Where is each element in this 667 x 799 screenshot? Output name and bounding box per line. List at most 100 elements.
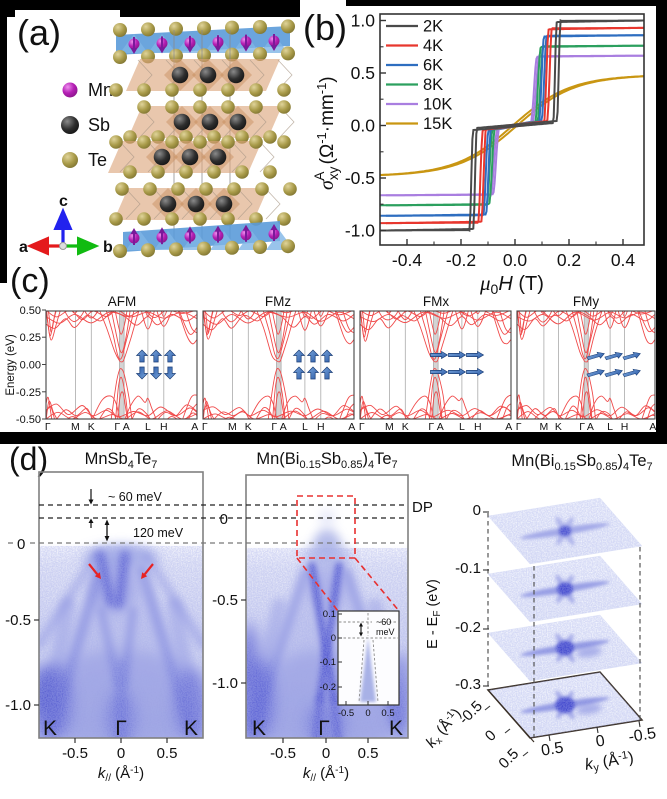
svg-text:L: L [302,421,308,433]
svg-text:-0.3: -0.3 [455,676,481,693]
svg-text:6K: 6K [423,57,443,75]
svg-text:0.5: 0.5 [351,63,375,83]
svg-text:Mn: Mn [88,80,113,100]
svg-text:-0.1: -0.1 [455,560,481,577]
svg-text:0.5: 0.5 [157,745,178,762]
svg-text:Mn(Bi0.15Sb0.85)4Te7: Mn(Bi0.15Sb0.85)4Te7 [511,452,652,473]
svg-text:K: K [184,717,198,740]
svg-text:1.0: 1.0 [351,11,376,31]
svg-text:A: A [505,421,512,433]
svg-text:A: A [649,421,656,433]
svg-text:AFM: AFM [108,294,137,309]
svg-text:0.50: 0.50 [20,305,41,317]
svg-text:(a): (a) [17,12,61,53]
svg-text:E - EF (eV): E - EF (eV) [425,579,443,649]
svg-text:0.5: 0.5 [540,739,565,759]
svg-text:L: L [607,421,613,433]
svg-text:-0.5: -0.5 [627,725,657,746]
svg-text:-0.2: -0.2 [446,250,476,270]
svg-text:~ 60 meV: ~ 60 meV [108,490,163,504]
svg-text:FMy: FMy [573,294,599,309]
svg-text:A: A [587,421,594,433]
svg-text:2K: 2K [423,18,443,36]
svg-text:Γ: Γ [202,421,208,433]
svg-text:FMz: FMz [265,294,291,309]
svg-text:σxyA (Ω-1·mm-1): σxyA (Ω-1·mm-1) [312,76,341,190]
svg-text:Γ: Γ [428,421,434,433]
svg-text:120 meV: 120 meV [133,526,184,540]
svg-text:A: A [280,421,287,433]
svg-text:M: M [385,421,394,433]
svg-text:Energy (eV): Energy (eV) [5,334,17,396]
svg-text:0: 0 [322,745,330,762]
svg-text:0: 0 [117,745,125,762]
svg-text:Sb: Sb [88,115,110,135]
svg-text:-0.4: -0.4 [392,250,422,270]
svg-text:Γ: Γ [45,421,51,433]
svg-text:0.2: 0.2 [557,250,581,270]
svg-text:H: H [160,421,168,433]
svg-text:-1.0: -1.0 [5,697,31,714]
svg-text:M: M [71,421,80,433]
svg-text:-0.1: -0.1 [320,657,336,668]
svg-text:-1.0: -1.0 [345,221,375,241]
svg-text:0: 0 [365,708,370,719]
svg-text:ky (Å-1): ky (Å-1) [583,747,635,775]
svg-text:(c): (c) [10,262,50,300]
svg-text:0: 0 [473,502,481,519]
svg-text:H: H [621,421,629,433]
svg-text:μ0H (T): μ0H (T) [479,271,544,297]
svg-text:Γ: Γ [114,421,120,433]
svg-text:K: K [245,421,252,433]
svg-text:k// (Å-1): k// (Å-1) [98,765,144,784]
svg-text:4K: 4K [423,37,443,55]
svg-text:-0.5: -0.5 [5,612,31,629]
svg-text:Te: Te [88,150,107,170]
svg-text:0.5: 0.5 [381,708,394,719]
svg-text:A: A [437,421,444,433]
svg-text:MnSb4Te7: MnSb4Te7 [85,450,158,471]
svg-text:K: K [402,421,409,433]
svg-text:FMx: FMx [423,294,449,309]
svg-text:0.0: 0.0 [503,250,528,270]
svg-text:L: L [145,421,151,433]
svg-text:Γ: Γ [318,717,330,740]
svg-text:0.0: 0.0 [351,116,376,136]
svg-text:K: K [252,717,266,740]
svg-text:-0.5: -0.5 [345,168,375,188]
svg-text:K: K [389,717,403,740]
svg-text:0.4: 0.4 [611,250,636,270]
svg-text:0.25: 0.25 [20,332,41,344]
svg-text:-0.2: -0.2 [455,619,481,636]
svg-text:0: 0 [595,732,607,750]
svg-text:L: L [459,421,465,433]
svg-text:K: K [43,717,57,740]
svg-text:-0.25: -0.25 [16,387,41,399]
svg-text:A: A [191,421,198,433]
svg-text:0.1: 0.1 [323,609,336,620]
svg-text:K: K [555,421,562,433]
svg-text:H: H [474,421,482,433]
svg-text:k// (Å-1): k// (Å-1) [303,765,349,784]
svg-text:0: 0 [331,633,336,644]
svg-text:Γ: Γ [359,421,365,433]
svg-text:-0.5: -0.5 [338,708,354,719]
svg-text:-0.5: -0.5 [62,745,88,762]
svg-text:-1.0: -1.0 [212,675,238,692]
svg-text:M: M [540,421,549,433]
svg-text:0.00: 0.00 [20,360,41,372]
svg-text:a: a [19,239,28,256]
svg-text:-0.5: -0.5 [270,745,296,762]
svg-text:0: 0 [17,536,25,553]
svg-text:8K: 8K [423,76,443,94]
svg-text:Γ: Γ [271,421,277,433]
svg-text:Γ: Γ [579,421,585,433]
svg-text:-0.50: -0.50 [16,414,41,426]
svg-text:Mn(Bi0.15Sb0.85)4Te7: Mn(Bi0.15Sb0.85)4Te7 [256,450,397,471]
svg-text:K: K [88,421,95,433]
svg-text:0: 0 [220,511,228,528]
svg-text:-0.5: -0.5 [212,592,238,609]
svg-text:A: A [123,421,130,433]
svg-text:(d): (d) [9,441,48,477]
svg-text:0.5: 0.5 [358,745,379,762]
